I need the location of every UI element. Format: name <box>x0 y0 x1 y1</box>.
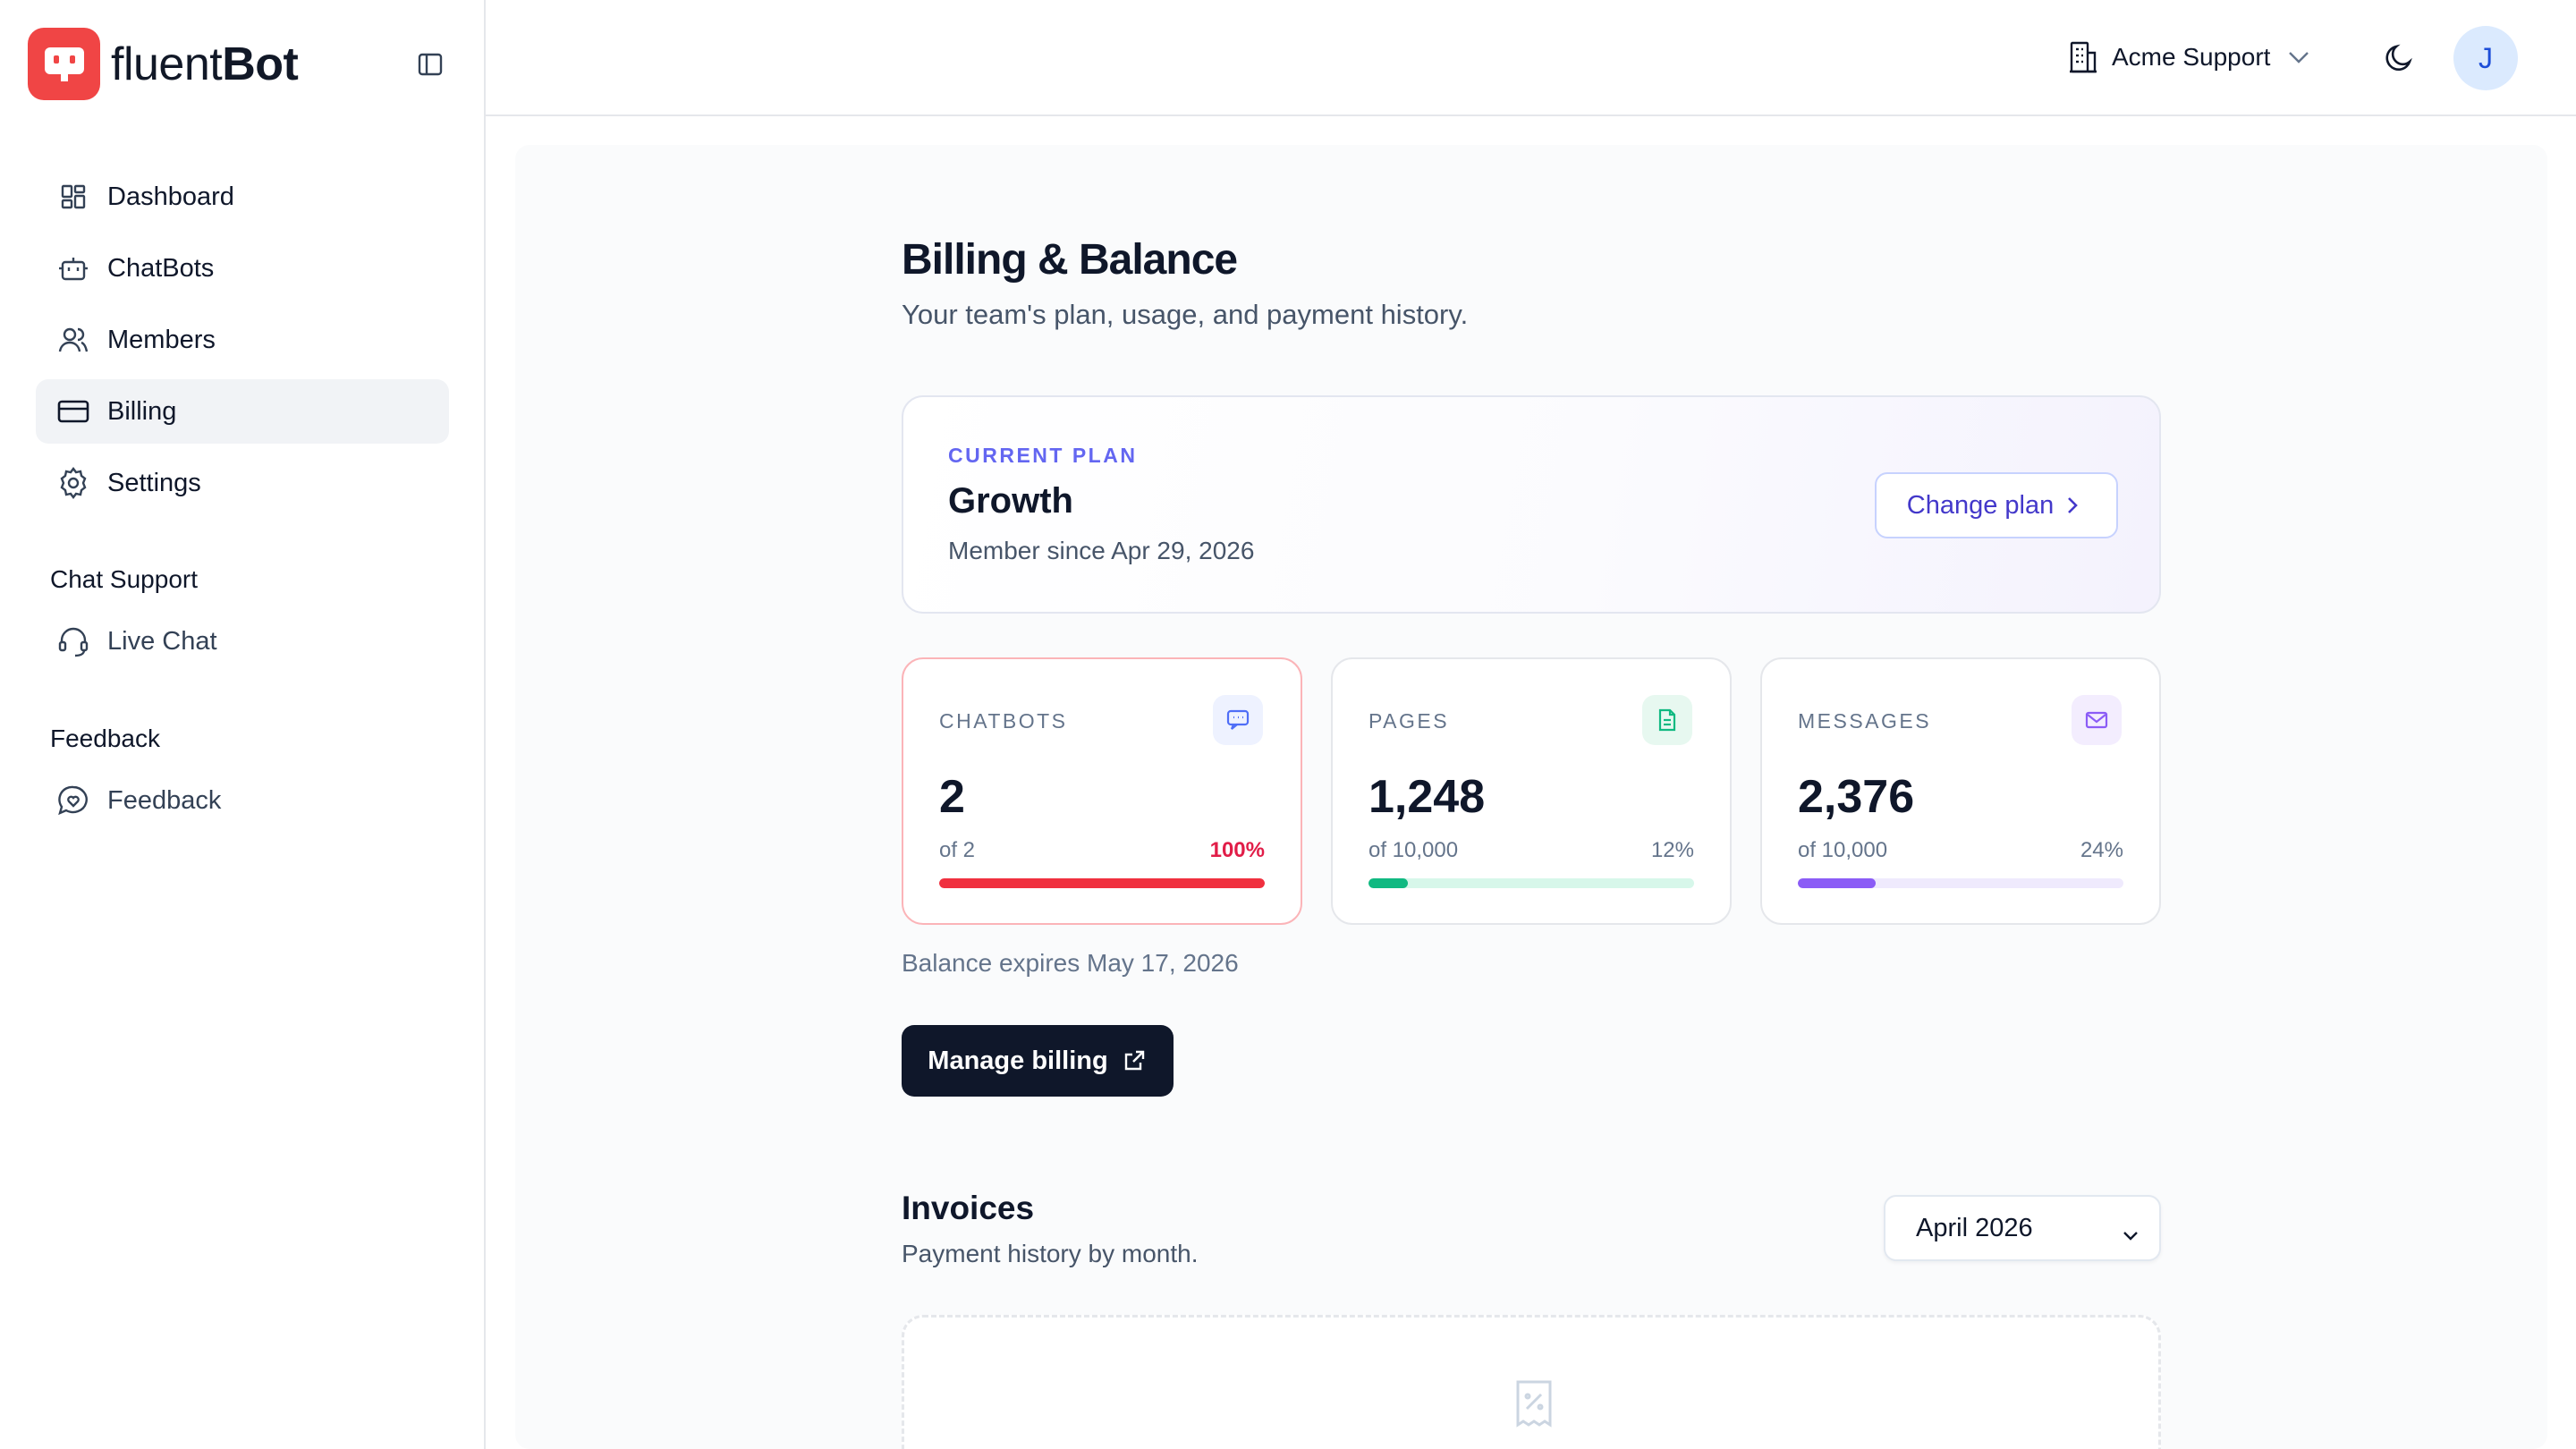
plan-member-since: Member since Apr 29, 2026 <box>948 537 1255 564</box>
usage-limit: of 10,000 <box>1368 838 1459 862</box>
envelope-icon <box>2072 695 2122 745</box>
sidebar-item-label: Live Chat <box>107 626 217 656</box>
sidebar-item-settings[interactable]: Settings <box>36 451 449 515</box>
fluentbot-logo-icon <box>28 28 100 100</box>
team-name: Acme Support <box>2112 43 2271 71</box>
chevron-down-icon <box>2286 45 2311 70</box>
sidebar-item-members[interactable]: Members <box>36 308 449 372</box>
change-plan-button[interactable]: Change plan <box>1875 472 2118 538</box>
invoices-subtitle: Payment history by month. <box>902 1240 1199 1267</box>
usage-card-chatbots: CHATBOTS 2 of 2 100% <box>902 657 1302 925</box>
document-icon <box>1642 695 1692 745</box>
receipt-icon <box>1513 1378 1555 1428</box>
headset-icon <box>57 625 89 657</box>
members-icon <box>57 324 89 356</box>
sidebar-item-label: ChatBots <box>107 253 215 283</box>
sidebar-nav: Dashboard ChatBots Members Billing Setti… <box>36 165 449 522</box>
usage-label: MESSAGES <box>1798 709 1932 733</box>
usage-value: 2,376 <box>1798 771 1915 823</box>
sidebar-item-label: Billing <box>107 396 177 426</box>
moon-icon[interactable] <box>2380 39 2418 77</box>
usage-percent: 24% <box>2080 838 2123 862</box>
plan-label: CURRENT PLAN <box>948 444 1138 467</box>
invoices-title: Invoices <box>902 1190 1035 1226</box>
sidebar: fluentBot Dashboard ChatBots Members <box>0 0 486 1449</box>
sidebar-item-chatbots[interactable]: ChatBots <box>36 236 449 301</box>
usage-value: 2 <box>939 771 965 823</box>
manage-billing-button[interactable]: Manage billing <box>902 1025 1174 1097</box>
external-link-icon <box>1123 1048 1148 1073</box>
change-plan-label: Change plan <box>1906 490 2055 520</box>
plan-name: Growth <box>948 481 1073 521</box>
section-title-chat-support: Chat Support <box>50 565 198 593</box>
sidebar-toggle-icon[interactable] <box>416 50 445 79</box>
section-title-feedback: Feedback <box>50 724 160 752</box>
avatar[interactable]: J <box>2453 26 2518 90</box>
sidebar-item-billing[interactable]: Billing <box>36 379 449 444</box>
usage-progress-fill <box>939 878 1265 888</box>
team-switcher[interactable]: Acme Support <box>2065 39 2311 75</box>
usage-progress-fill <box>1798 878 1877 888</box>
usage-limit: of 2 <box>939 838 976 862</box>
manage-billing-label: Manage billing <box>928 1046 1108 1075</box>
sidebar-item-label: Dashboard <box>107 182 234 211</box>
usage-label: CHATBOTS <box>939 709 1068 733</box>
gear-icon <box>57 467 89 499</box>
chevron-right-icon <box>2066 496 2086 515</box>
sidebar-item-dashboard[interactable]: Dashboard <box>36 165 449 229</box>
usage-value: 1,248 <box>1368 771 1486 823</box>
sidebar-item-label: Members <box>107 325 216 354</box>
chevron-down-icon <box>2122 1219 2143 1241</box>
usage-percent: 100% <box>1209 838 1265 862</box>
balance-expiry: Balance expires May 17, 2026 <box>902 949 1239 977</box>
usage-progress-bar <box>1368 878 1694 888</box>
usage-progress-bar <box>939 878 1265 888</box>
building-icon <box>2065 39 2101 75</box>
usage-progress-bar <box>1798 878 2123 888</box>
bot-icon <box>57 252 89 284</box>
feedback-nav: Feedback <box>36 768 449 840</box>
sidebar-item-label: Settings <box>107 468 201 497</box>
dashboard-icon <box>57 181 89 213</box>
sidebar-item-live-chat[interactable]: Live Chat <box>36 609 449 674</box>
invoices-empty-state <box>902 1315 2161 1449</box>
selected-month: April 2026 <box>1916 1213 2033 1242</box>
chat-support-nav: Live Chat <box>36 609 449 681</box>
current-plan-card: CURRENT PLAN Growth Member since Apr 29,… <box>902 395 2161 614</box>
usage-label: PAGES <box>1368 709 1450 733</box>
topbar: Acme Support J <box>486 0 2576 116</box>
sidebar-item-label: Feedback <box>107 785 222 815</box>
page-subtitle: Your team's plan, usage, and payment his… <box>902 299 1469 330</box>
feedback-icon <box>57 784 89 817</box>
usage-limit: of 10,000 <box>1798 838 1888 862</box>
credit-card-icon <box>57 395 89 428</box>
brand-name: fluentBot <box>111 38 299 90</box>
usage-card-messages: MESSAGES 2,376 of 10,000 24% <box>1760 657 2161 925</box>
invoice-month-select[interactable]: April 2026 <box>1884 1195 2161 1261</box>
brand[interactable]: fluentBot <box>28 28 299 100</box>
page-title: Billing & Balance <box>902 236 1238 284</box>
usage-progress-fill <box>1368 878 1408 888</box>
sidebar-item-feedback[interactable]: Feedback <box>36 768 449 833</box>
chat-bubble-icon <box>1213 695 1263 745</box>
usage-percent: 12% <box>1650 838 1694 862</box>
usage-card-pages: PAGES 1,248 of 10,000 12% <box>1331 657 1732 925</box>
